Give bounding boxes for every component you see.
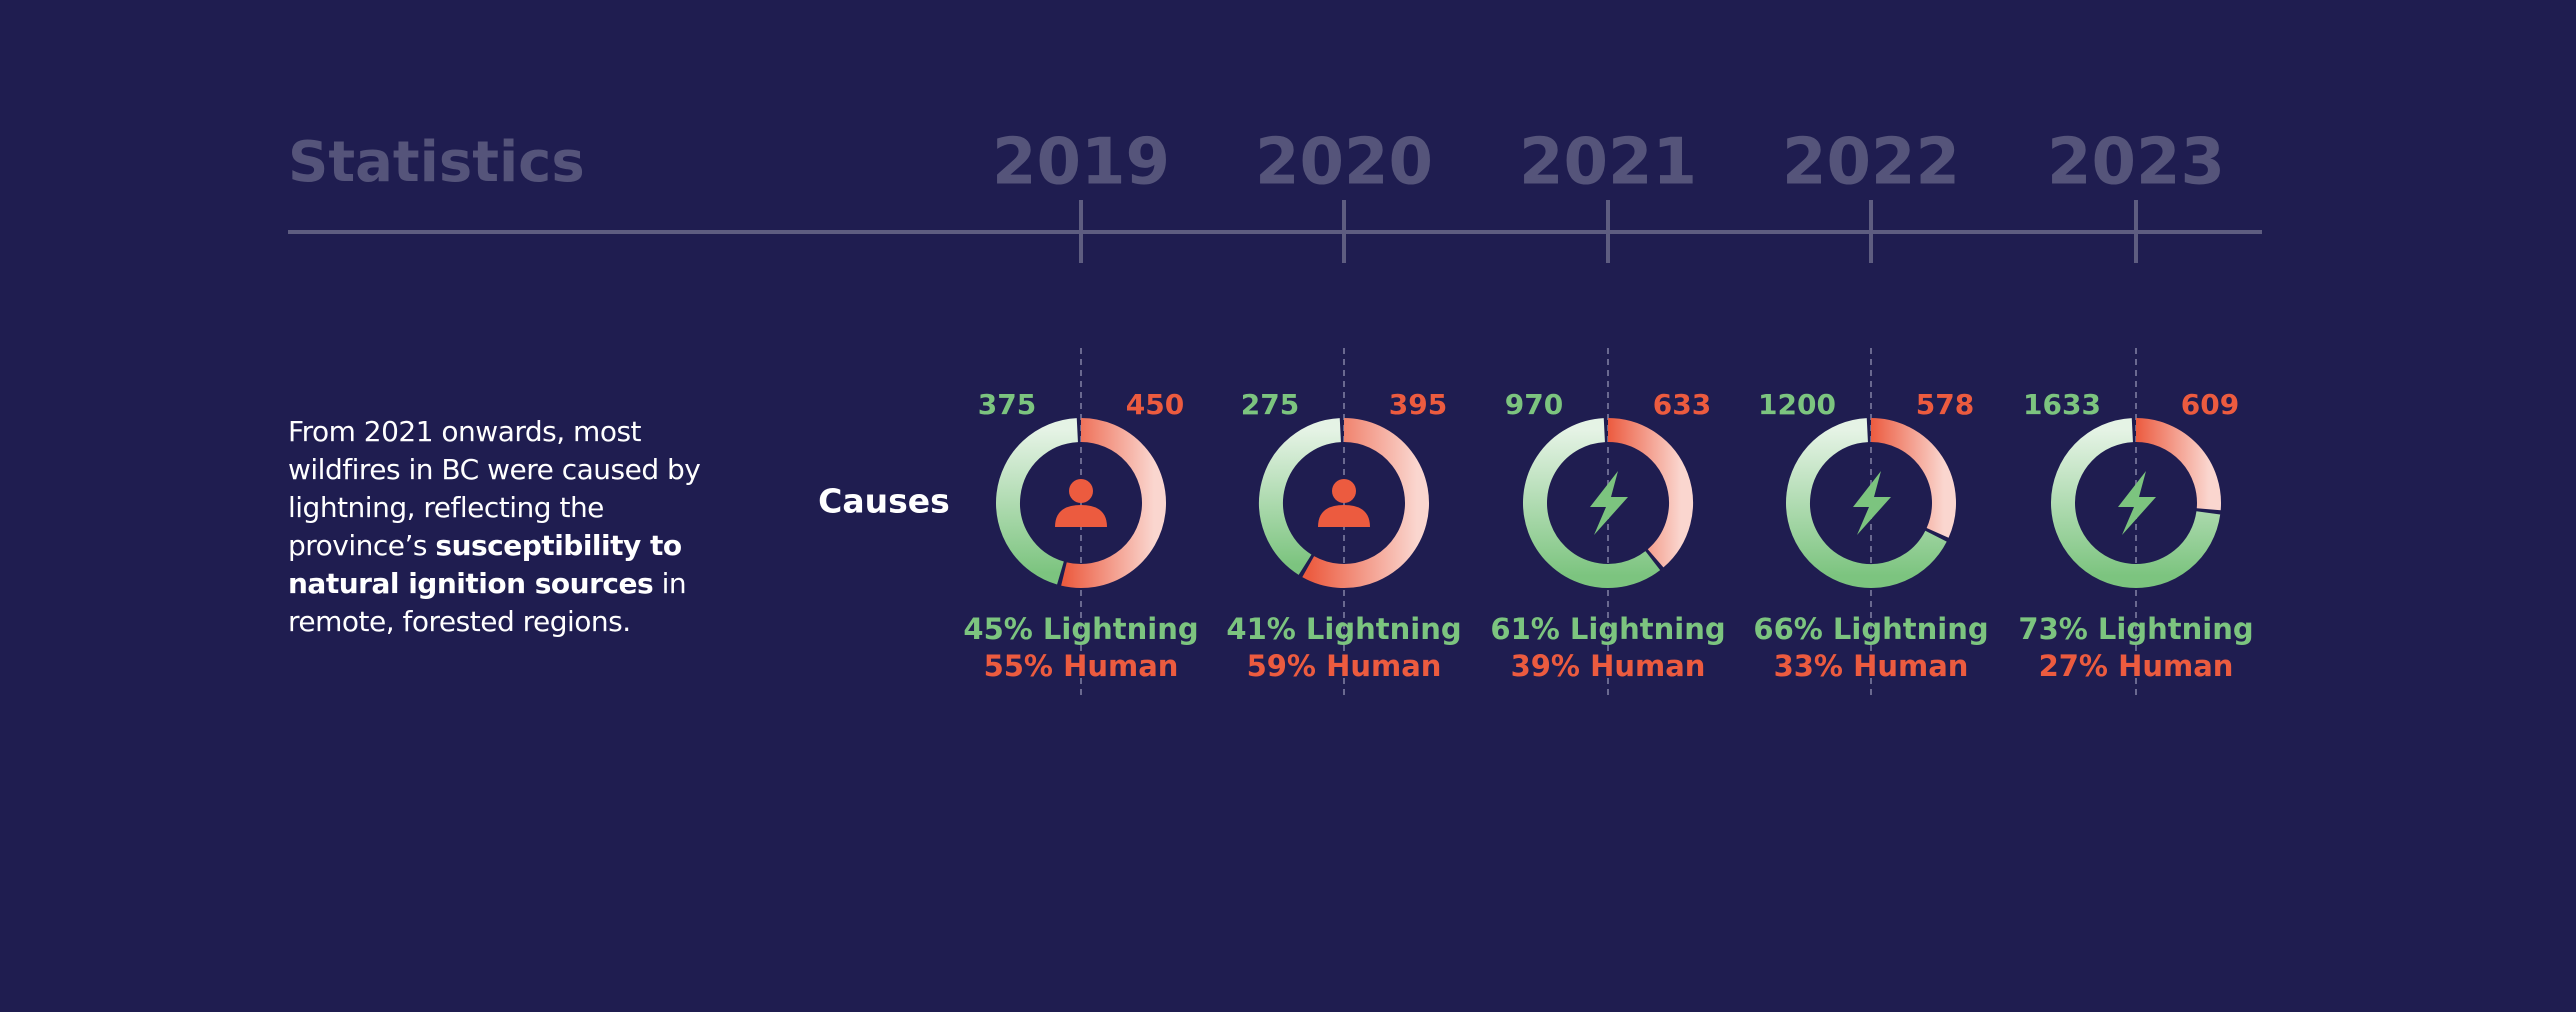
description-text: in remote, forested regions. xyxy=(288,567,687,638)
year-label: 2020 xyxy=(1255,126,1433,200)
description-bold: susceptibility to natural ignition sourc… xyxy=(288,529,682,600)
percent-label-human: 59% Human xyxy=(1247,649,1442,683)
percent-label-human: 27% Human xyxy=(2039,649,2234,683)
icon-person-head xyxy=(1332,479,1356,503)
percent-label-human: 39% Human xyxy=(1511,649,1706,683)
donut-segment-human xyxy=(2135,418,2221,511)
page-title: Statistics xyxy=(288,130,585,195)
donut-segment-lightning xyxy=(2051,418,2221,588)
percent-label-lightning: 61% Lightning xyxy=(1490,612,1725,646)
icon-person-body xyxy=(1055,505,1107,527)
donut-segment-lightning xyxy=(996,418,1079,585)
icon-lightning xyxy=(2118,471,2156,535)
value-label-lightning: 375 xyxy=(978,388,1036,421)
value-label-human: 450 xyxy=(1126,388,1184,421)
donut-segment-lightning xyxy=(1259,418,1342,575)
percent-label-lightning: 66% Lightning xyxy=(1753,612,1988,646)
value-label-human: 395 xyxy=(1389,388,1447,421)
value-label-human: 609 xyxy=(2181,388,2239,421)
value-label-lightning: 1633 xyxy=(2023,388,2101,421)
donut-segment-human xyxy=(1607,418,1693,568)
percent-label-human: 55% Human xyxy=(984,649,1179,683)
icon-lightning xyxy=(1853,471,1891,535)
percent-label-lightning: 41% Lightning xyxy=(1226,612,1461,646)
icon-lightning xyxy=(1590,471,1628,535)
year-label: 2019 xyxy=(992,126,1170,200)
value-label-lightning: 970 xyxy=(1505,388,1563,421)
donut-segment-human xyxy=(1870,418,1956,538)
icon-person-head xyxy=(1069,479,1093,503)
value-label-lightning: 1200 xyxy=(1758,388,1836,421)
percent-label-lightning: 73% Lightning xyxy=(2018,612,2253,646)
donut-segment-lightning xyxy=(1786,418,1947,588)
year-label: 2021 xyxy=(1519,126,1697,200)
year-label: 2022 xyxy=(1782,126,1960,200)
percent-label-human: 33% Human xyxy=(1774,649,1969,683)
icon-person-body xyxy=(1318,505,1370,527)
row-label: Causes xyxy=(818,482,950,521)
donut-segment-human xyxy=(1302,418,1429,588)
description-text: From 2021 onwards, most wildfires in BC … xyxy=(288,415,701,562)
percent-label-lightning: 45% Lightning xyxy=(963,612,1198,646)
donut-segment-lightning xyxy=(1523,418,1661,588)
value-label-human: 578 xyxy=(1916,388,1974,421)
value-label-lightning: 275 xyxy=(1241,388,1299,421)
value-label-human: 633 xyxy=(1653,388,1711,421)
year-label: 2023 xyxy=(2047,126,2225,200)
description: From 2021 onwards, most wildfires in BC … xyxy=(288,413,708,641)
donut-segment-human xyxy=(1061,418,1166,588)
